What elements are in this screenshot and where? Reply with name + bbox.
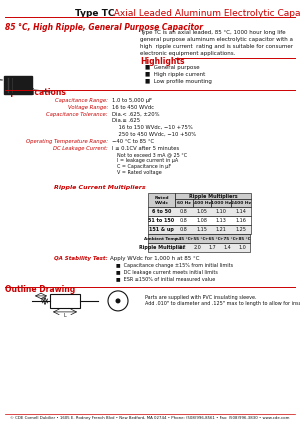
- Text: 400 Hz: 400 Hz: [194, 201, 211, 205]
- Text: ■  Low profile mounting: ■ Low profile mounting: [145, 79, 212, 84]
- Text: Highlights: Highlights: [140, 57, 184, 66]
- Circle shape: [116, 299, 120, 303]
- Text: Specifications: Specifications: [5, 88, 66, 97]
- Text: 2.0: 2.0: [194, 245, 201, 250]
- Bar: [4, 76, 32, 94]
- Text: 1.13: 1.13: [216, 218, 226, 224]
- Text: Operating Temperature Range:: Operating Temperature Range:: [26, 139, 108, 144]
- Text: Ripple Multiplier: Ripple Multiplier: [139, 245, 184, 250]
- Text: Apply WVdc for 1,000 h at 85 °C: Apply WVdc for 1,000 h at 85 °C: [110, 256, 200, 261]
- Text: Not to exceed 3 mA @ 25 °C: Not to exceed 3 mA @ 25 °C: [117, 153, 187, 157]
- Text: DC Leakage Current:: DC Leakage Current:: [53, 146, 108, 150]
- Text: ■  ESR ≤150% of initial measured value: ■ ESR ≤150% of initial measured value: [116, 276, 215, 281]
- Text: Add .010" to diameter and .125" max to length to allow for insulation.: Add .010" to diameter and .125" max to l…: [145, 301, 300, 306]
- Text: 1.0: 1.0: [238, 245, 246, 250]
- Text: −40 °C to 85 °C: −40 °C to 85 °C: [112, 139, 154, 144]
- Text: Dia.≥ .625: Dia.≥ .625: [112, 119, 140, 123]
- Text: V = Rated voltage: V = Rated voltage: [117, 170, 162, 176]
- Text: +75 °C: +75 °C: [220, 237, 235, 241]
- Text: ■  Capacitance change ±15% from initial limits: ■ Capacitance change ±15% from initial l…: [116, 264, 233, 269]
- Text: Ripple Current Multipliers: Ripple Current Multipliers: [54, 185, 146, 190]
- Bar: [211, 199, 231, 207]
- Text: 2.2: 2.2: [178, 245, 186, 250]
- Text: 1.25: 1.25: [236, 227, 246, 232]
- Text: Voltage Range:: Voltage Range:: [68, 105, 108, 110]
- Text: Ripple Multipliers: Ripple Multipliers: [189, 194, 237, 198]
- Text: general purpose aluminum electrolytic capacitor with a: general purpose aluminum electrolytic ca…: [140, 37, 293, 42]
- Text: +65 °C: +65 °C: [205, 237, 220, 241]
- Text: 1.08: 1.08: [196, 218, 207, 224]
- Bar: [148, 207, 251, 216]
- Text: +45 °C: +45 °C: [175, 237, 190, 241]
- Text: 60 Hz: 60 Hz: [177, 201, 191, 205]
- Text: 85 °C, High Ripple, General Purpose Capacitor: 85 °C, High Ripple, General Purpose Capa…: [5, 23, 203, 32]
- Text: L: L: [64, 313, 66, 318]
- Text: I ≤ 0.1CV after 5 minutes: I ≤ 0.1CV after 5 minutes: [112, 146, 179, 150]
- Text: 1.15: 1.15: [196, 227, 207, 232]
- Text: ■  DC leakage current meets initial limits: ■ DC leakage current meets initial limit…: [116, 270, 218, 275]
- Bar: [148, 225, 251, 235]
- Text: 1.0 to 5,000 μF: 1.0 to 5,000 μF: [112, 98, 152, 103]
- Bar: [148, 216, 251, 225]
- Text: ■  General purpose: ■ General purpose: [145, 65, 200, 70]
- Bar: [148, 235, 250, 244]
- Text: 0.8: 0.8: [180, 227, 188, 232]
- Text: +55 °C: +55 °C: [190, 237, 205, 241]
- Text: 0.8: 0.8: [180, 218, 188, 224]
- Text: Capacitance Tolerance:: Capacitance Tolerance:: [46, 112, 108, 116]
- Text: 1.05: 1.05: [196, 210, 207, 214]
- Text: I = leakage current in μA: I = leakage current in μA: [117, 159, 178, 163]
- Bar: [231, 199, 251, 207]
- Bar: [148, 244, 250, 252]
- Text: 1.16: 1.16: [236, 218, 246, 224]
- Text: 1000 Hz: 1000 Hz: [211, 201, 231, 205]
- Text: Rated
WVdc: Rated WVdc: [154, 196, 169, 204]
- Text: 16 to 450 WVdc: 16 to 450 WVdc: [112, 105, 154, 110]
- Bar: [175, 199, 193, 207]
- Text: D: D: [40, 298, 44, 303]
- Text: 151 & up: 151 & up: [149, 227, 174, 232]
- Text: 250 to 450 WVdc, −10 +50%: 250 to 450 WVdc, −10 +50%: [112, 132, 196, 137]
- Text: 6 to 50: 6 to 50: [152, 210, 171, 214]
- Text: Type TC: Type TC: [75, 8, 115, 17]
- Text: QA Stability Test:: QA Stability Test:: [54, 256, 108, 261]
- Text: © CDE Cornell Dubilier • 1605 E. Rodney French Blvd • New Bedford, MA 02744 • Ph: © CDE Cornell Dubilier • 1605 E. Rodney …: [10, 416, 290, 420]
- Text: high  ripple current  rating and is suitable for consumer: high ripple current rating and is suitab…: [140, 44, 293, 49]
- Text: 2400 Hz: 2400 Hz: [231, 201, 251, 205]
- Bar: [148, 193, 175, 207]
- Text: Capacitance Range:: Capacitance Range:: [55, 98, 108, 103]
- Text: 1.7: 1.7: [208, 245, 216, 250]
- Text: +85 °C: +85 °C: [235, 237, 250, 241]
- Text: C = Capacitance in μF: C = Capacitance in μF: [117, 164, 171, 170]
- Text: Axial Leaded Aluminum Electrolytic Capacitors: Axial Leaded Aluminum Electrolytic Capac…: [108, 8, 300, 17]
- Text: 1.21: 1.21: [216, 227, 226, 232]
- Text: Outline Drawing: Outline Drawing: [5, 285, 75, 294]
- Text: Type TC is an axial leaded, 85 °C, 1000 hour long life: Type TC is an axial leaded, 85 °C, 1000 …: [140, 30, 286, 35]
- Text: Dia.< .625, ±20%: Dia.< .625, ±20%: [112, 112, 160, 116]
- Text: ■  High ripple current: ■ High ripple current: [145, 72, 205, 77]
- Bar: [175, 193, 251, 199]
- Text: 51 to 150: 51 to 150: [148, 218, 175, 224]
- Text: Parts are supplied with PVC insulating sleeve.: Parts are supplied with PVC insulating s…: [145, 295, 256, 300]
- Text: 16 to 150 WVdc, −10 +75%: 16 to 150 WVdc, −10 +75%: [112, 125, 193, 130]
- Text: Ambient Temp.: Ambient Temp.: [144, 237, 179, 241]
- Text: 1.14: 1.14: [236, 210, 246, 214]
- Text: electronic equipment applications.: electronic equipment applications.: [140, 51, 236, 56]
- Text: 1.10: 1.10: [216, 210, 226, 214]
- Text: 0.8: 0.8: [180, 210, 188, 214]
- Bar: [193, 199, 211, 207]
- Text: 1.4: 1.4: [224, 245, 231, 250]
- Bar: [50, 294, 80, 308]
